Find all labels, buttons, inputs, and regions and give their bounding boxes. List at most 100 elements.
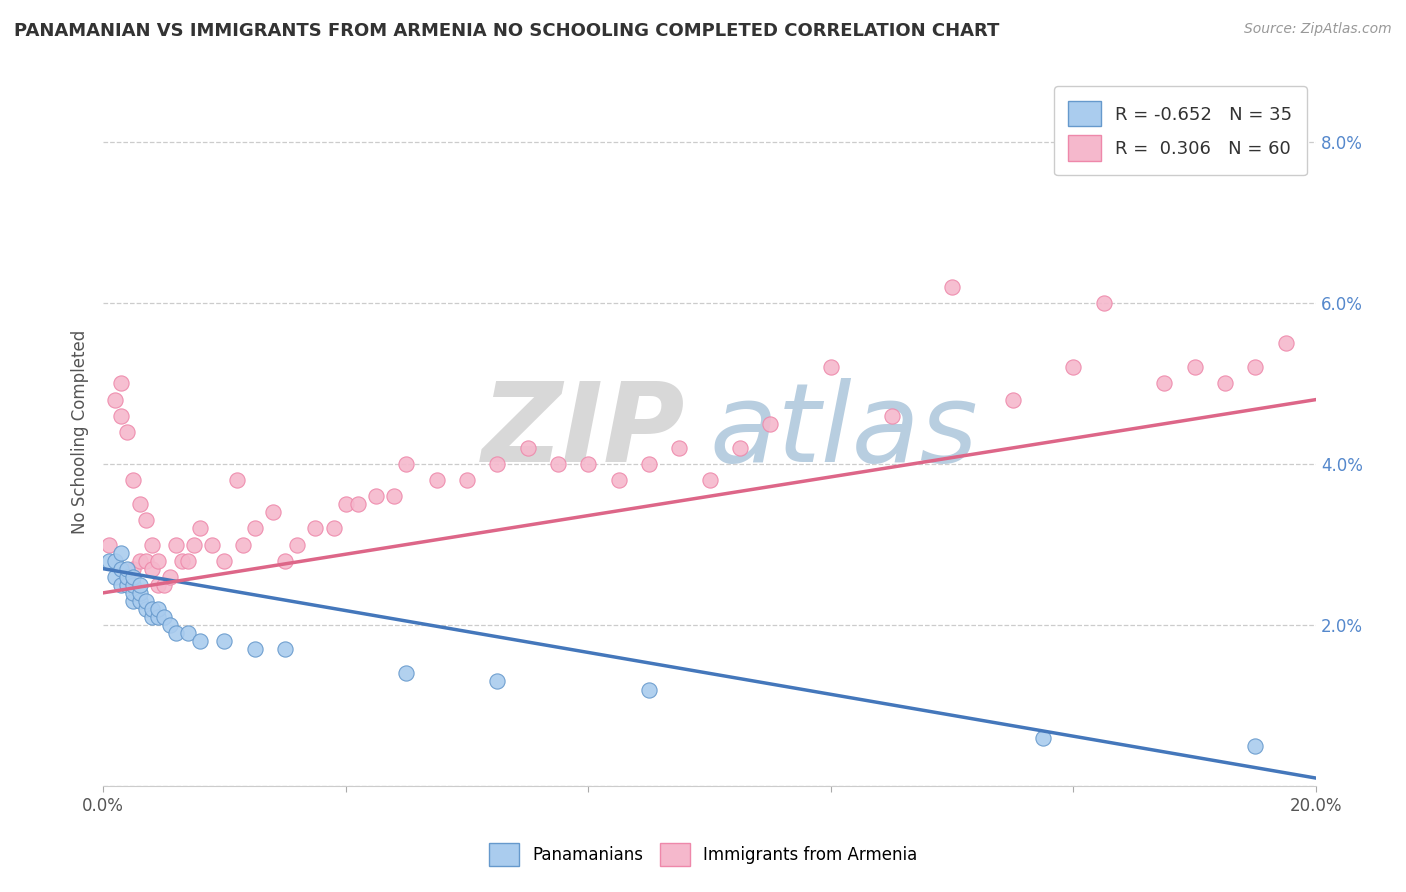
Point — [122, 586, 145, 600]
Point — [638, 457, 661, 471]
Point — [214, 554, 236, 568]
Point — [274, 642, 297, 657]
Point — [117, 578, 139, 592]
Point — [243, 521, 266, 535]
Point — [201, 537, 224, 551]
Point — [159, 570, 181, 584]
Point — [141, 610, 163, 624]
Point — [243, 642, 266, 657]
Point — [820, 360, 842, 375]
Point — [152, 610, 174, 624]
Point — [1274, 336, 1296, 351]
Point — [135, 594, 157, 608]
Point — [941, 280, 963, 294]
Point — [98, 537, 121, 551]
Point — [274, 554, 297, 568]
Point — [232, 537, 254, 551]
Y-axis label: No Schooling Completed: No Schooling Completed — [72, 330, 89, 534]
Point — [117, 425, 139, 439]
Point — [110, 376, 132, 391]
Point — [104, 554, 127, 568]
Legend: Panamanians, Immigrants from Armenia: Panamanians, Immigrants from Armenia — [481, 835, 925, 875]
Point — [177, 554, 200, 568]
Point — [128, 554, 150, 568]
Point — [135, 554, 157, 568]
Point — [395, 457, 418, 471]
Text: ZIP: ZIP — [482, 378, 685, 485]
Point — [117, 562, 139, 576]
Point — [183, 537, 205, 551]
Point — [177, 626, 200, 640]
Point — [335, 497, 357, 511]
Point — [347, 497, 370, 511]
Point — [117, 570, 139, 584]
Point — [547, 457, 569, 471]
Point — [110, 545, 132, 559]
Point — [1032, 731, 1054, 745]
Point — [146, 602, 169, 616]
Point — [759, 417, 782, 431]
Point — [98, 554, 121, 568]
Point — [456, 473, 478, 487]
Point — [122, 570, 145, 584]
Point — [728, 441, 751, 455]
Point — [364, 489, 387, 503]
Point — [128, 497, 150, 511]
Point — [668, 441, 690, 455]
Point — [1244, 360, 1267, 375]
Point — [576, 457, 599, 471]
Point — [170, 554, 193, 568]
Point — [128, 586, 150, 600]
Point — [159, 618, 181, 632]
Point — [110, 562, 132, 576]
Point — [516, 441, 538, 455]
Point — [135, 513, 157, 527]
Point — [382, 489, 405, 503]
Point — [880, 409, 903, 423]
Point — [146, 554, 169, 568]
Point — [607, 473, 630, 487]
Point — [141, 537, 163, 551]
Point — [486, 674, 509, 689]
Point — [141, 562, 163, 576]
Point — [128, 594, 150, 608]
Point — [1244, 739, 1267, 753]
Point — [395, 666, 418, 681]
Point — [165, 626, 187, 640]
Point — [128, 578, 150, 592]
Point — [188, 634, 211, 648]
Point — [122, 473, 145, 487]
Point — [188, 521, 211, 535]
Point — [141, 602, 163, 616]
Point — [110, 578, 132, 592]
Point — [122, 562, 145, 576]
Point — [1153, 376, 1175, 391]
Point — [122, 594, 145, 608]
Point — [426, 473, 449, 487]
Point — [486, 457, 509, 471]
Text: Source: ZipAtlas.com: Source: ZipAtlas.com — [1244, 22, 1392, 37]
Point — [1092, 296, 1115, 310]
Point — [285, 537, 308, 551]
Point — [104, 392, 127, 407]
Point — [1001, 392, 1024, 407]
Text: PANAMANIAN VS IMMIGRANTS FROM ARMENIA NO SCHOOLING COMPLETED CORRELATION CHART: PANAMANIAN VS IMMIGRANTS FROM ARMENIA NO… — [14, 22, 1000, 40]
Point — [214, 634, 236, 648]
Point — [146, 610, 169, 624]
Point — [225, 473, 247, 487]
Point — [135, 602, 157, 616]
Point — [1062, 360, 1084, 375]
Point — [699, 473, 721, 487]
Point — [146, 578, 169, 592]
Point — [165, 537, 187, 551]
Point — [262, 505, 284, 519]
Point — [322, 521, 344, 535]
Legend: R = -0.652   N = 35, R =  0.306   N = 60: R = -0.652 N = 35, R = 0.306 N = 60 — [1054, 87, 1308, 176]
Text: atlas: atlas — [710, 378, 979, 485]
Point — [122, 578, 145, 592]
Point — [638, 682, 661, 697]
Point — [1213, 376, 1236, 391]
Point — [110, 409, 132, 423]
Point — [1184, 360, 1206, 375]
Point — [104, 570, 127, 584]
